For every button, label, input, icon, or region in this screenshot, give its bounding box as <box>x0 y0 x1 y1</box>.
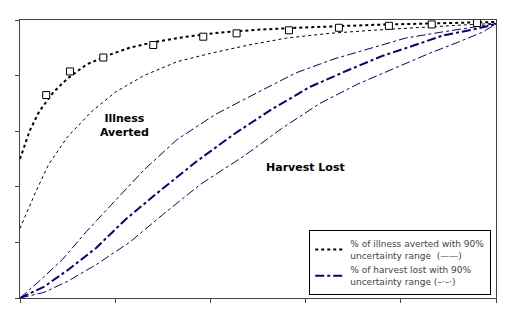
svg-text:Harvest Lost: Harvest Lost <box>266 161 345 174</box>
svg-text:IllnessAverted: IllnessAverted <box>100 112 149 139</box>
svg-text:% of illness averted with 90%u: % of illness averted with 90%uncertainty… <box>350 239 484 261</box>
svg-text:% of harvest lost with 90%unce: % of harvest lost with 90%uncertainty ra… <box>350 265 471 287</box>
